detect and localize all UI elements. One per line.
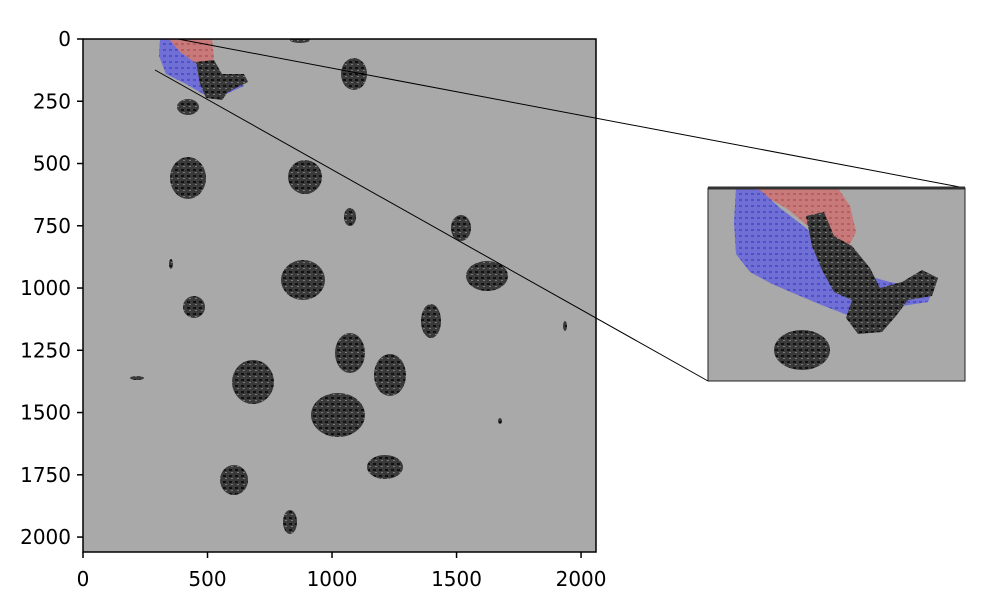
main-image-panel [82, 38, 597, 553]
zoom-connector-line-bottom [154, 69, 709, 382]
cell-cluster [177, 99, 199, 115]
cell-cluster [288, 160, 322, 194]
cell-cluster [335, 333, 365, 373]
y-tick-label: 1500 [20, 401, 71, 425]
cell-cluster [344, 208, 356, 226]
y-tick-label: 1250 [20, 338, 71, 362]
y-tick-label: 1000 [20, 276, 71, 300]
main-image-background [83, 39, 596, 552]
cell-cluster [563, 321, 567, 331]
inset-cell-cluster [774, 330, 830, 370]
cell-cluster [232, 360, 274, 404]
zoom-connector-line-top [177, 38, 966, 189]
x-tick-label: 2000 [556, 567, 607, 591]
cell-cluster [283, 510, 297, 534]
cell-cluster [466, 261, 508, 291]
y-tick-label: 1750 [20, 463, 71, 487]
cell-cluster [341, 58, 367, 90]
zoom-inset-panel [707, 186, 966, 382]
x-tick-label: 0 [77, 567, 90, 591]
cell-cluster [130, 376, 144, 380]
cell-cluster [367, 455, 403, 479]
main-image-frame [82, 38, 597, 553]
y-tick-label: 2000 [20, 525, 71, 549]
x-tick-label: 500 [188, 567, 226, 591]
cell-cluster [451, 215, 471, 241]
y-tick-label: 250 [33, 89, 71, 113]
cell-cluster [169, 259, 173, 269]
cell-cluster [290, 39, 310, 43]
cell-cluster [220, 465, 248, 495]
y-tick-label: 750 [33, 214, 71, 238]
y-axis: 0 250 500 750 1000 1250 1500 1750 2000 [20, 27, 83, 549]
inset-dark-cells [806, 212, 938, 334]
inset-blue-region [734, 188, 932, 316]
cell-clusters [130, 39, 567, 534]
cell-cluster [311, 393, 365, 437]
cell-cluster [281, 260, 325, 300]
x-tick-label: 1500 [431, 567, 482, 591]
y-tick-label: 0 [58, 27, 71, 51]
y-tick-label: 500 [33, 152, 71, 176]
x-tick-label: 1000 [307, 567, 358, 591]
cell-cluster [170, 157, 206, 199]
x-axis: 0 500 1000 1500 2000 [77, 552, 607, 591]
cell-cluster [421, 304, 441, 338]
cell-cluster [498, 418, 502, 424]
cell-cluster [374, 354, 406, 396]
cell-cluster [183, 296, 205, 318]
cluster-top-left-dark [196, 60, 248, 100]
